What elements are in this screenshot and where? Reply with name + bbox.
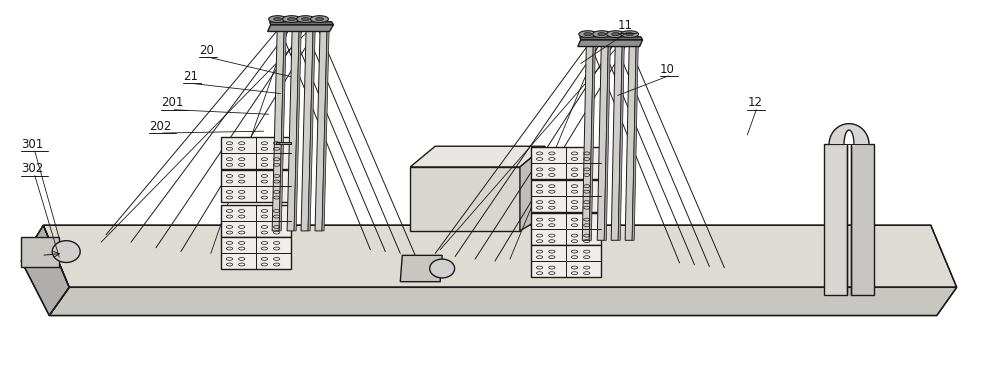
- Circle shape: [621, 31, 639, 38]
- Polygon shape: [618, 47, 624, 240]
- Circle shape: [626, 33, 634, 36]
- Polygon shape: [221, 169, 291, 202]
- Polygon shape: [531, 245, 601, 277]
- Polygon shape: [582, 47, 593, 240]
- Circle shape: [302, 17, 310, 20]
- Polygon shape: [301, 31, 313, 231]
- Polygon shape: [276, 143, 291, 144]
- Text: 11: 11: [618, 19, 633, 32]
- Polygon shape: [287, 31, 299, 231]
- Polygon shape: [308, 31, 315, 231]
- Circle shape: [598, 33, 606, 36]
- Polygon shape: [49, 287, 957, 316]
- Polygon shape: [824, 144, 847, 295]
- Polygon shape: [589, 47, 595, 240]
- Text: 201: 201: [161, 97, 183, 110]
- Circle shape: [584, 33, 592, 36]
- Ellipse shape: [52, 241, 80, 263]
- Polygon shape: [632, 47, 638, 240]
- Polygon shape: [410, 146, 545, 167]
- Circle shape: [316, 17, 323, 20]
- Polygon shape: [580, 37, 643, 40]
- Polygon shape: [520, 146, 545, 231]
- Circle shape: [579, 31, 597, 38]
- Polygon shape: [410, 167, 520, 231]
- Text: 20: 20: [199, 44, 214, 57]
- Polygon shape: [315, 31, 327, 231]
- Polygon shape: [531, 180, 601, 212]
- Text: 302: 302: [21, 162, 44, 175]
- Polygon shape: [21, 225, 69, 316]
- Circle shape: [593, 31, 611, 38]
- Polygon shape: [625, 47, 636, 240]
- Polygon shape: [611, 47, 622, 240]
- Circle shape: [283, 16, 301, 22]
- Text: 12: 12: [747, 97, 762, 110]
- Circle shape: [607, 31, 625, 38]
- Polygon shape: [268, 25, 333, 31]
- Polygon shape: [221, 205, 291, 236]
- Text: 21: 21: [183, 70, 198, 83]
- Polygon shape: [221, 137, 291, 169]
- Polygon shape: [270, 22, 333, 25]
- Polygon shape: [400, 255, 442, 282]
- Polygon shape: [43, 225, 957, 287]
- Polygon shape: [322, 31, 329, 231]
- Polygon shape: [597, 47, 608, 240]
- Circle shape: [297, 16, 315, 22]
- Text: 202: 202: [149, 120, 171, 133]
- Ellipse shape: [430, 259, 455, 278]
- Polygon shape: [272, 31, 284, 231]
- Polygon shape: [851, 144, 874, 295]
- Polygon shape: [21, 236, 59, 266]
- Polygon shape: [294, 31, 301, 231]
- Polygon shape: [279, 31, 286, 231]
- Polygon shape: [531, 213, 601, 245]
- Text: 10: 10: [660, 63, 674, 75]
- Circle shape: [274, 17, 282, 20]
- Circle shape: [311, 16, 328, 22]
- Text: 301: 301: [21, 138, 44, 151]
- Circle shape: [612, 33, 620, 36]
- Polygon shape: [604, 47, 610, 240]
- Polygon shape: [531, 147, 601, 179]
- Circle shape: [288, 17, 296, 20]
- Polygon shape: [221, 236, 291, 268]
- Polygon shape: [578, 40, 643, 47]
- Circle shape: [269, 16, 287, 22]
